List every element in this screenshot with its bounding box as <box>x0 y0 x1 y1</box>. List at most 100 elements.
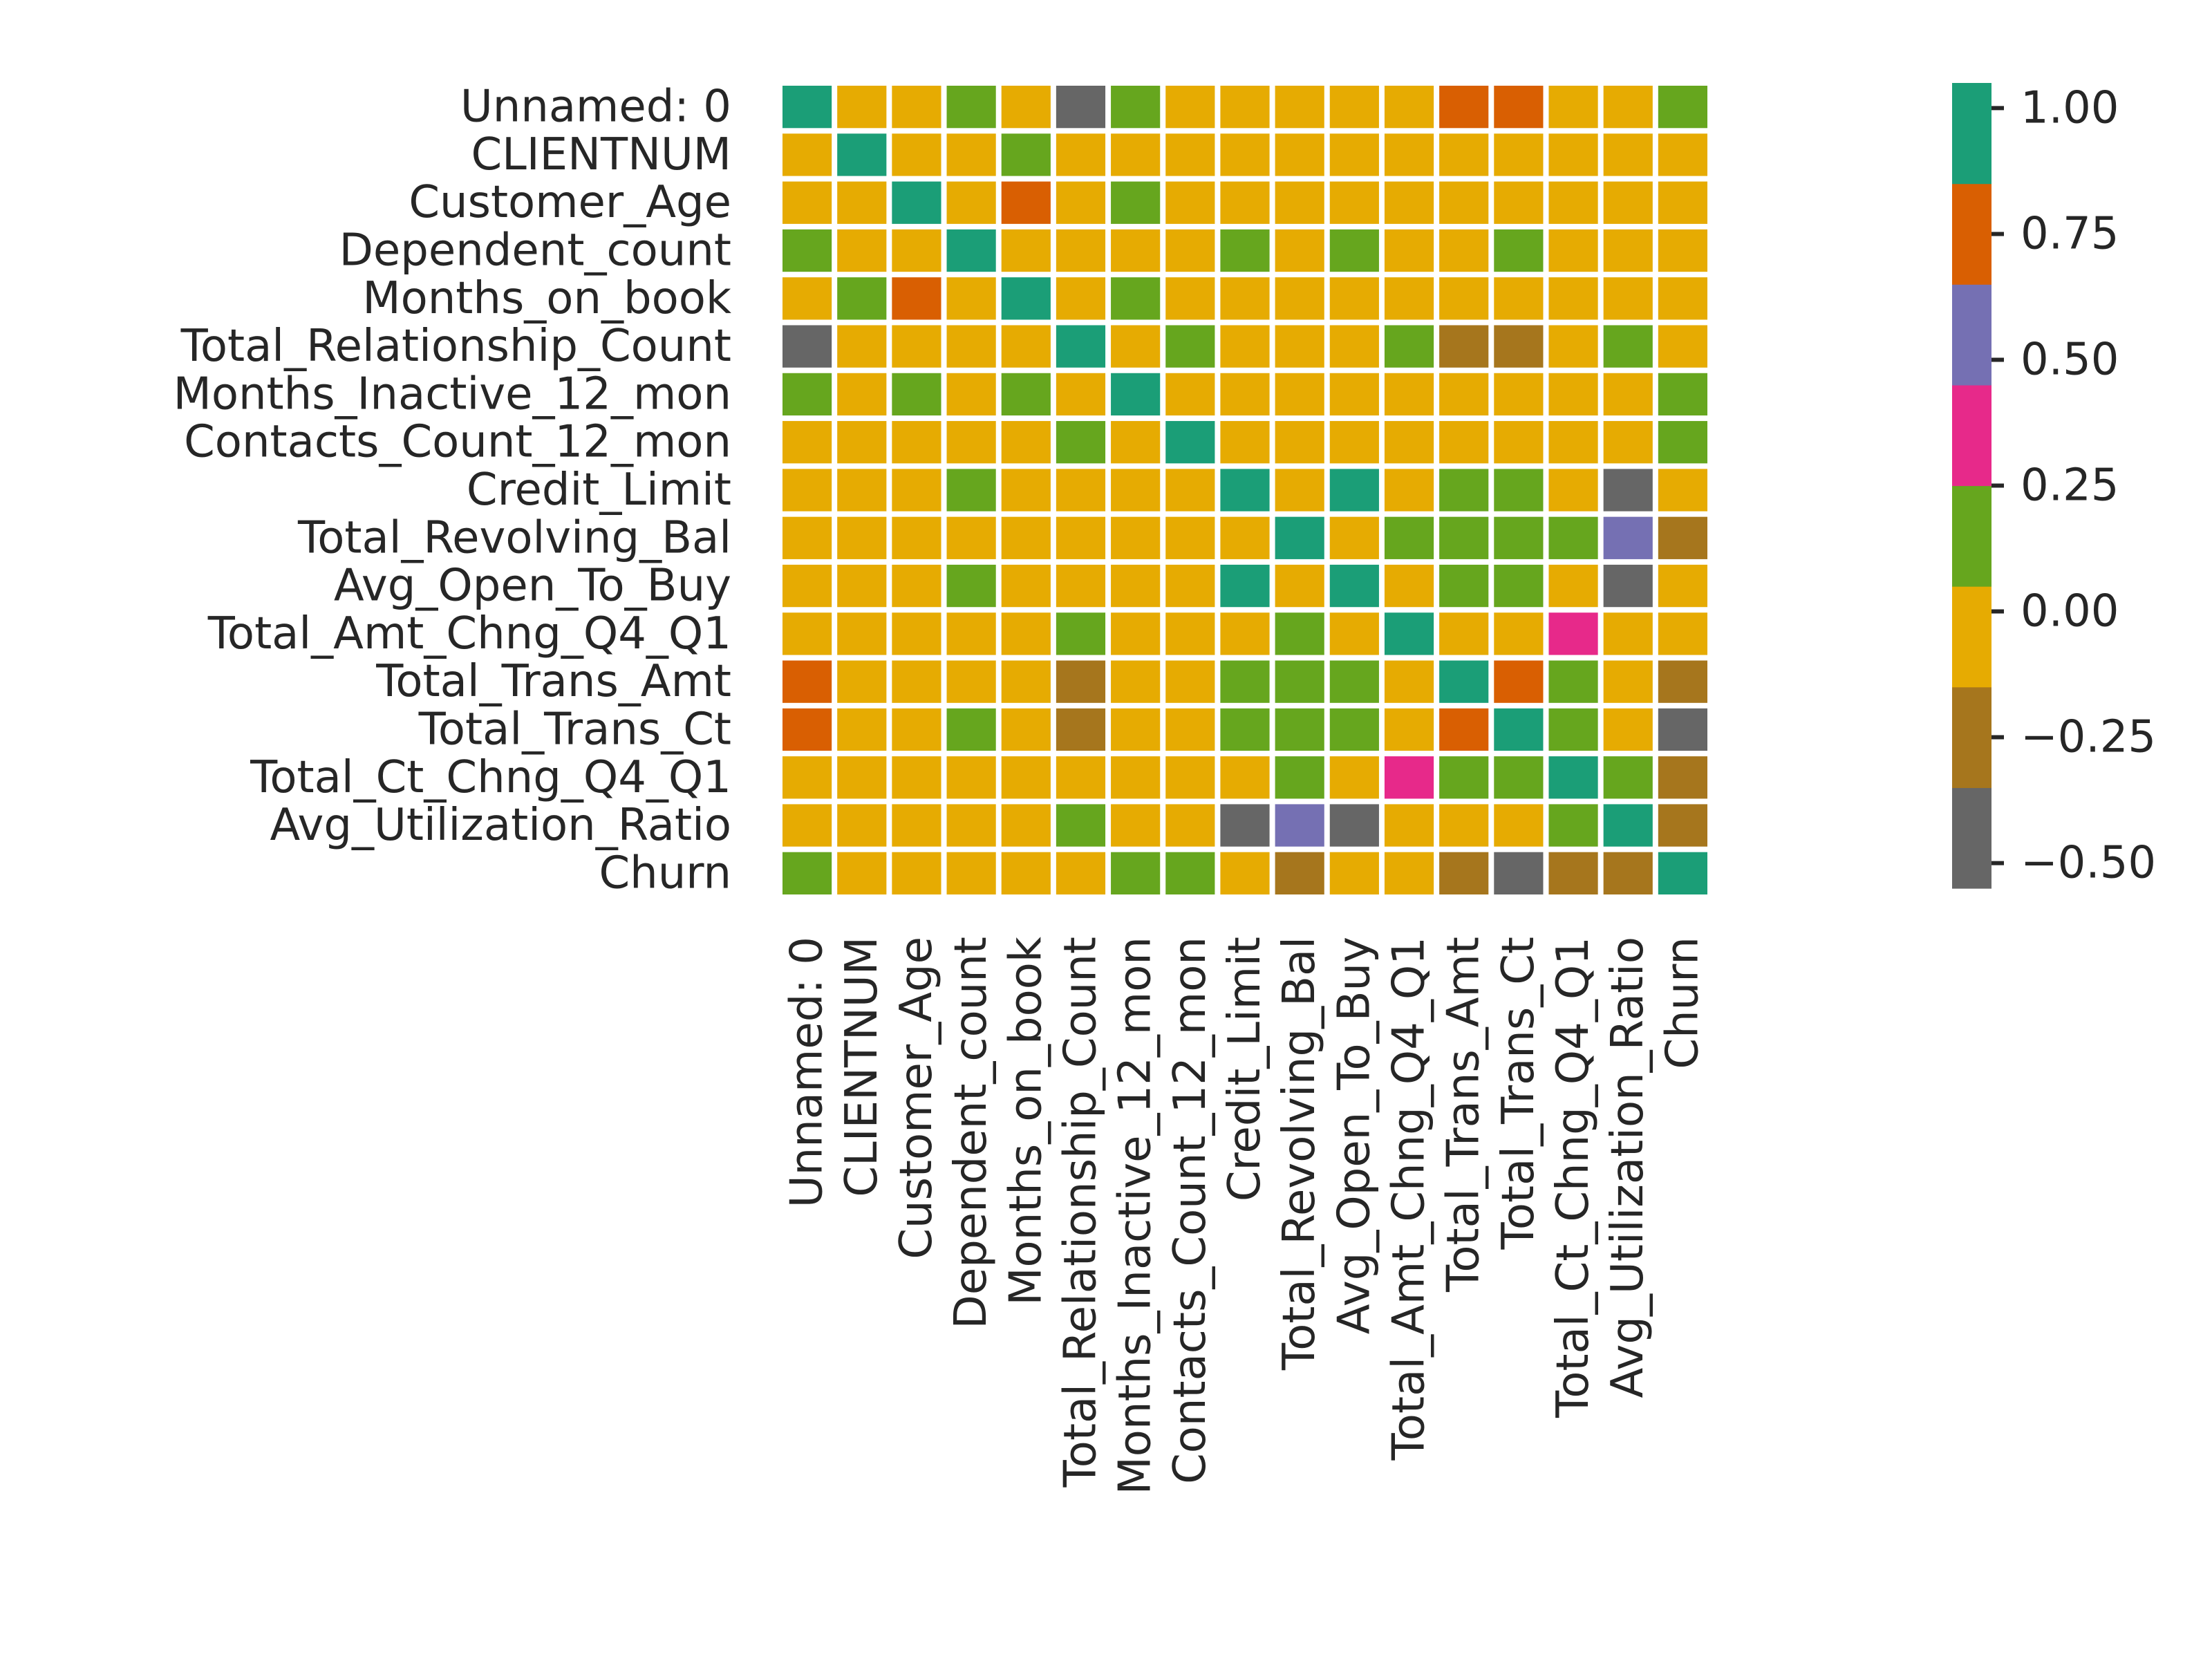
heatmap-cell <box>1439 373 1489 416</box>
heatmap-cell <box>1384 133 1434 176</box>
heatmap-cell <box>1494 86 1544 129</box>
heatmap-cell <box>1165 804 1215 847</box>
heatmap-cell <box>1165 612 1215 655</box>
heatmap-cell <box>1111 804 1161 847</box>
heatmap-cell <box>1603 325 1653 368</box>
row-tick-label: Total_Ct_Chng_Q4_Q1 <box>250 752 731 803</box>
heatmap-cell <box>946 564 996 608</box>
heatmap-cell <box>1658 421 1707 464</box>
heatmap-cell <box>1275 229 1324 272</box>
heatmap-cell <box>1384 373 1434 416</box>
heatmap-cell <box>1165 469 1215 512</box>
heatmap-cell <box>1275 564 1324 608</box>
heatmap-cell <box>1384 421 1434 464</box>
heatmap-cell <box>1494 756 1544 799</box>
heatmap-cell <box>1056 277 1106 320</box>
heatmap-cell <box>1658 181 1707 224</box>
colorbar-tick-label: 0.00 <box>2021 586 2119 637</box>
column-tick-label: Churn <box>1657 937 1708 1069</box>
heatmap-cell <box>1329 277 1379 320</box>
heatmap-cell <box>1603 516 1653 559</box>
heatmap-cell <box>892 660 941 703</box>
heatmap-cell <box>1548 469 1598 512</box>
heatmap-cell <box>1384 852 1434 894</box>
heatmap-cell <box>1056 133 1106 176</box>
heatmap-cell <box>1603 229 1653 272</box>
heatmap-cell <box>1001 469 1051 512</box>
heatmap-cell <box>1439 660 1489 703</box>
heatmap-cell <box>946 852 996 894</box>
heatmap-cell <box>1001 277 1051 320</box>
heatmap-cell <box>1056 181 1106 224</box>
heatmap-cell <box>1165 660 1215 703</box>
heatmap-cell <box>1548 612 1598 655</box>
heatmap-cell <box>946 373 996 416</box>
row-tick-label: Total_Revolving_Bal <box>297 512 731 563</box>
heatmap-cell <box>1275 612 1324 655</box>
heatmap-cell <box>837 421 887 464</box>
heatmap-cell <box>1111 421 1161 464</box>
heatmap-cell <box>1111 708 1161 751</box>
heatmap-cell <box>1275 660 1324 703</box>
heatmap-cell <box>1111 564 1161 608</box>
heatmap-cell <box>1384 181 1434 224</box>
heatmap-cell <box>1658 86 1707 129</box>
heatmap-cell <box>1111 325 1161 368</box>
colorbar-segment <box>1952 787 1991 889</box>
heatmap-cell <box>1494 181 1544 224</box>
heatmap-cell <box>1439 612 1489 655</box>
colorbar-segment <box>1952 384 1991 487</box>
heatmap-cell <box>892 325 941 368</box>
heatmap-cell <box>1494 421 1544 464</box>
heatmap-cell <box>1658 756 1707 799</box>
heatmap-cell <box>1165 516 1215 559</box>
heatmap-cell <box>782 708 832 751</box>
heatmap-cell <box>782 612 832 655</box>
colorbar: 1.00 0.75 0.50 0.25 0.00 −0.25 −0.50 <box>1952 82 2156 889</box>
heatmap-cell <box>1329 325 1379 368</box>
heatmap-cell <box>782 86 832 129</box>
heatmap-cell <box>1275 756 1324 799</box>
heatmap-cell <box>1384 229 1434 272</box>
heatmap-cell <box>1439 325 1489 368</box>
heatmap-cell <box>1494 133 1544 176</box>
heatmap-cell <box>1658 516 1707 559</box>
heatmap-cell <box>1494 804 1544 847</box>
heatmap-cell <box>1165 229 1215 272</box>
heatmap-cell <box>782 469 832 512</box>
heatmap-cell <box>1056 852 1106 894</box>
row-tick-label: Months_on_book <box>362 273 731 324</box>
heatmap-cell <box>1384 86 1434 129</box>
heatmap-cell <box>1439 469 1489 512</box>
heatmap-cell <box>1275 708 1324 751</box>
heatmap-cell <box>1329 373 1379 416</box>
heatmap-cell <box>837 373 887 416</box>
heatmap-cell <box>1384 277 1434 320</box>
heatmap-cell <box>782 325 832 368</box>
heatmap-cell <box>1220 612 1270 655</box>
column-tick-label: Total_Trans_Ct <box>1493 937 1544 1250</box>
heatmap-cell <box>1056 373 1106 416</box>
heatmap-cell <box>1329 708 1379 751</box>
heatmap-cell <box>1275 86 1324 129</box>
heatmap-cell <box>1384 516 1434 559</box>
heatmap-cell <box>1220 708 1270 751</box>
heatmap-cell <box>1001 229 1051 272</box>
heatmap-cell <box>1439 181 1489 224</box>
heatmap-cell <box>782 277 832 320</box>
column-tick-label: Total_Ct_Chng_Q4_Q1 <box>1548 937 1599 1418</box>
column-tick-label: Customer_Age <box>891 937 942 1259</box>
heatmap-cell <box>1056 660 1106 703</box>
heatmap-cell <box>892 421 941 464</box>
heatmap-cell <box>1548 852 1598 894</box>
row-tick-label: Unnamed: 0 <box>460 82 731 133</box>
heatmap-cell <box>1220 516 1270 559</box>
heatmap-cell <box>782 852 832 894</box>
heatmap-cell <box>1658 277 1707 320</box>
colorbar-segment <box>1952 686 1991 788</box>
heatmap-cell <box>1658 612 1707 655</box>
row-tick-labels: Unnamed: 0CLIENTNUMCustomer_AgeDependent… <box>174 82 731 899</box>
heatmap-cell <box>837 229 887 272</box>
heatmap-cell <box>1603 181 1653 224</box>
